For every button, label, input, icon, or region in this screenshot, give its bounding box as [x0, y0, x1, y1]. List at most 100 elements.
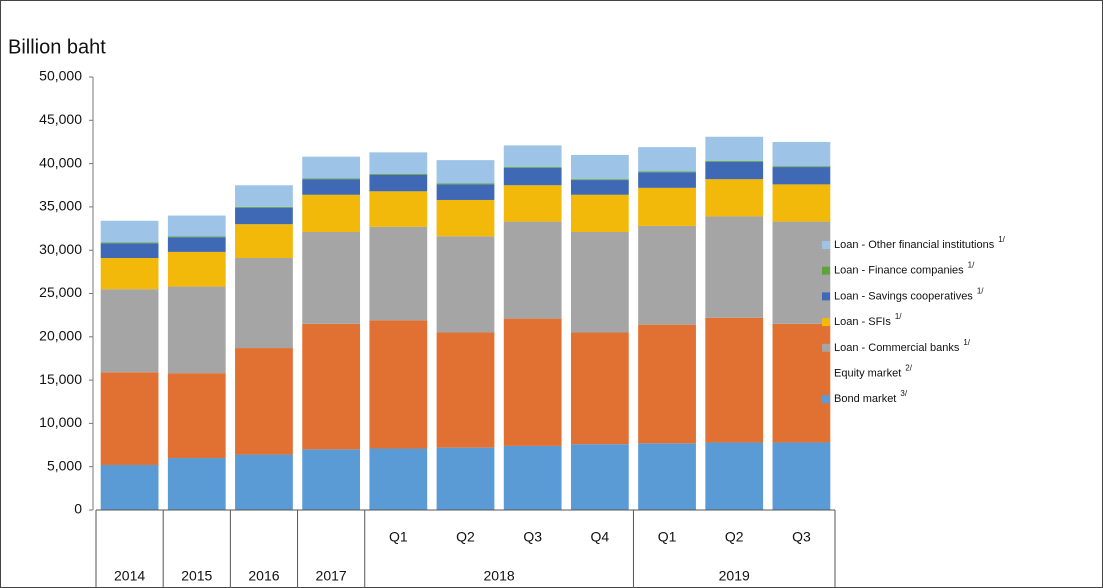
- bar-segment: [167, 251, 226, 287]
- legend-note: 1/: [968, 261, 975, 270]
- legend-note: 1/: [963, 338, 970, 347]
- x-tick-label: Q1: [389, 529, 408, 545]
- legend-label: Loan - Commercial banks 1/: [834, 338, 971, 354]
- y-tick-label: 0: [74, 501, 82, 517]
- bar-segment: [302, 194, 361, 233]
- bar-segment: [302, 156, 361, 179]
- bar-segment: [100, 220, 159, 243]
- bar-segment: [570, 180, 629, 195]
- y-tick-label: 30,000: [39, 241, 82, 257]
- legend-name: Bond market: [834, 393, 896, 405]
- bar-segment: [100, 372, 159, 465]
- y-tick-label: 5,000: [47, 457, 82, 473]
- legend-name: Loan - Savings cooperatives: [834, 290, 973, 302]
- bar-segment: [436, 160, 495, 184]
- bar-segment: [167, 373, 226, 459]
- bar-segment: [369, 448, 428, 510]
- bar-segment: [369, 226, 428, 321]
- legend-name: Loan - Commercial banks: [834, 342, 960, 354]
- bar-segment: [503, 167, 562, 186]
- y-tick-label: 40,000: [39, 154, 82, 170]
- legend-swatch: [822, 369, 830, 378]
- bar-segment: [638, 187, 696, 226]
- x-tick-label: Q3: [792, 529, 811, 545]
- x-group-label: 2015: [181, 568, 212, 584]
- bar-segment: [705, 179, 764, 217]
- bar-segment: [503, 145, 562, 168]
- bar-segment: [369, 191, 428, 227]
- bar-segment: [638, 443, 696, 510]
- bar-segment: [235, 206, 293, 208]
- bar-segment: [570, 154, 629, 180]
- bar-segment: [503, 318, 562, 446]
- bar-segment: [167, 215, 226, 237]
- bar-segment: [503, 167, 562, 168]
- bar-segment: [638, 172, 696, 188]
- y-tick-label: 35,000: [39, 198, 82, 214]
- bar-segment: [100, 257, 159, 290]
- bar-segment: [772, 221, 831, 324]
- legend-swatch: [822, 292, 830, 301]
- legend-swatch: [822, 241, 830, 249]
- bar-segment: [638, 225, 696, 325]
- bar-segment: [369, 174, 428, 192]
- bar-segment: [302, 178, 361, 180]
- x-tick-label: Q1: [658, 529, 677, 545]
- bar-segment: [302, 179, 361, 195]
- bar-segment: [302, 449, 361, 510]
- y-tick-label: 25,000: [39, 284, 82, 300]
- bar-segment: [638, 324, 696, 444]
- bar-segment: [100, 242, 159, 244]
- bar-segment: [772, 442, 831, 510]
- bar-segment: [167, 458, 226, 510]
- bar-segment: [705, 161, 764, 180]
- legend-name: Loan - Finance companies: [834, 265, 964, 277]
- legend-name: Loan - SFIs: [834, 316, 891, 328]
- x-group-label: 2019: [719, 568, 750, 584]
- bar-segment: [302, 232, 361, 324]
- bar-segment: [167, 236, 226, 238]
- bar-segment: [436, 199, 495, 237]
- bar-segment: [503, 185, 562, 222]
- bar-segment: [235, 454, 293, 510]
- x-group-label: 2018: [484, 568, 515, 584]
- bar-segment: [503, 221, 562, 319]
- bar-segment: [772, 184, 831, 222]
- bar-segment: [436, 332, 495, 448]
- x-tick-label: Q2: [725, 529, 744, 545]
- bar-segment: [705, 216, 764, 318]
- legend-name: Equity market: [834, 367, 901, 379]
- bar-segment: [436, 447, 495, 510]
- bar-segment: [570, 194, 629, 233]
- legend-note: 2/: [905, 364, 912, 373]
- bar-segment: [772, 141, 831, 167]
- y-tick-label: 50,000: [39, 68, 82, 84]
- legend-note: 1/: [895, 312, 902, 321]
- bar-segment: [503, 445, 562, 510]
- bar-segment: [570, 332, 629, 445]
- legend-label: Loan - Other financial institutions 1/: [834, 235, 1006, 251]
- legend-name: Loan - Other financial institutions: [834, 239, 995, 251]
- legend-swatch: [822, 318, 830, 327]
- y-tick-label: 20,000: [39, 328, 82, 344]
- chart-title: Billion baht: [8, 36, 106, 58]
- legend-swatch: [822, 395, 830, 404]
- bar-segment: [235, 257, 293, 349]
- bar-segment: [436, 184, 495, 200]
- x-group-label: 2016: [248, 568, 279, 584]
- legend-note: 3/: [900, 389, 907, 398]
- x-tick-label: Q3: [523, 529, 542, 545]
- legend-note: 1/: [977, 287, 984, 296]
- bar-segment: [772, 323, 831, 443]
- bar-segment: [369, 320, 428, 449]
- bar-segment: [772, 167, 831, 185]
- bar-segment: [705, 161, 764, 162]
- bar-segment: [436, 183, 495, 185]
- bar-segment: [772, 166, 831, 168]
- bar-segment: [100, 243, 159, 258]
- y-tick-label: 10,000: [39, 414, 82, 430]
- bar-segment: [302, 323, 361, 450]
- legend-label: Loan - Finance companies 1/: [834, 261, 975, 277]
- bar-segment: [100, 464, 159, 510]
